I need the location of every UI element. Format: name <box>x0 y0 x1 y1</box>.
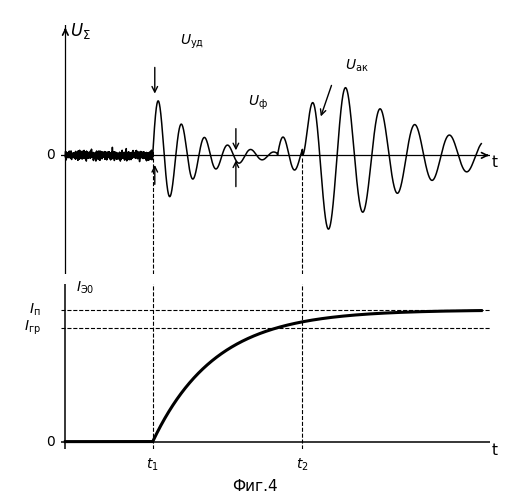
Text: Фиг.4: Фиг.4 <box>232 479 277 494</box>
Text: t: t <box>491 443 497 458</box>
Text: $U_{\rm ак}$: $U_{\rm ак}$ <box>344 57 368 74</box>
Text: $U_{\rm уд}$: $U_{\rm уд}$ <box>179 33 204 51</box>
Text: 0: 0 <box>46 435 55 449</box>
Text: $U_\Sigma$: $U_\Sigma$ <box>70 20 91 40</box>
Text: $I_{\rm п}$: $I_{\rm п}$ <box>29 302 40 318</box>
Text: $t_1$: $t_1$ <box>146 457 159 473</box>
Text: $t_2$: $t_2$ <box>296 457 308 473</box>
Text: t: t <box>491 155 497 170</box>
Text: 0: 0 <box>46 148 55 162</box>
Text: $I_{\rm Э0}$: $I_{\rm Э0}$ <box>76 279 94 295</box>
Text: $I_{\rm гр}$: $I_{\rm гр}$ <box>23 319 40 337</box>
Text: $U_{\rm ф}$: $U_{\rm ф}$ <box>248 94 268 112</box>
